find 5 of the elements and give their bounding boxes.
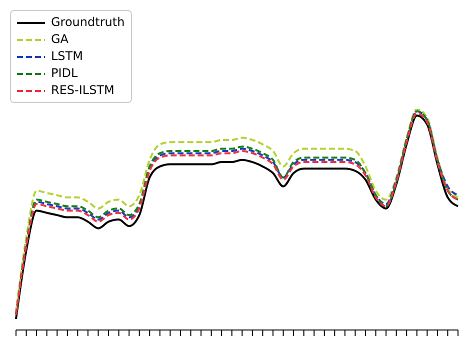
legend-label: RES-ILSTM	[51, 82, 114, 99]
legend-label: PIDL	[51, 65, 78, 82]
legend-label: Groundtruth	[51, 14, 125, 31]
legend-label: LSTM	[51, 48, 83, 65]
legend-label: GA	[51, 31, 69, 48]
